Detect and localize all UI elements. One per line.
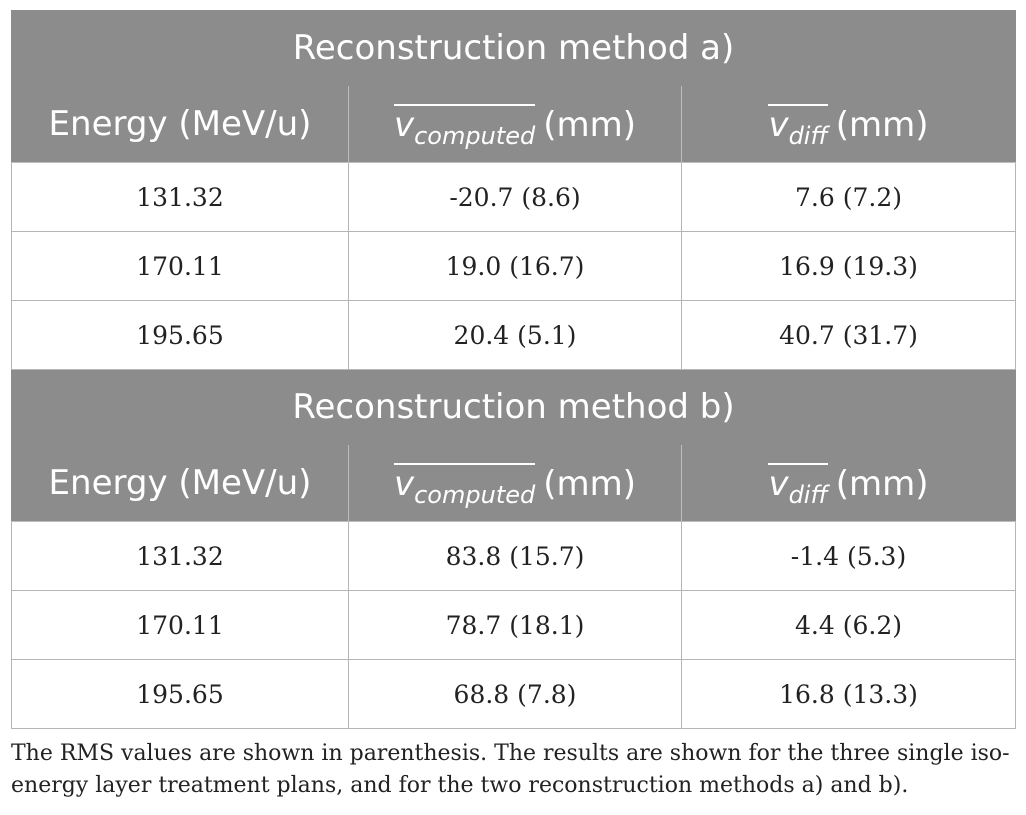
- table-row: 131.32 83.8 (15.7) -1.4 (5.3): [11, 521, 1017, 591]
- results-table: Reconstruction method a) Energy (MeV/u) …: [10, 10, 1017, 729]
- v-computed-cell: -20.7 (8.6): [348, 162, 682, 232]
- energy-cell: 170.11: [11, 590, 349, 660]
- v-diff-symbol: vdiff: [768, 103, 828, 150]
- v-diff-cell: -1.4 (5.3): [680, 521, 1017, 591]
- table-row: 195.65 20.4 (5.1) 40.7 (31.7): [11, 300, 1017, 370]
- table-row: 195.65 68.8 (7.8) 16.8 (13.3): [11, 659, 1017, 729]
- energy-cell: 131.32: [11, 162, 349, 232]
- v-diff-cell: 16.8 (13.3): [680, 659, 1017, 729]
- v-diff-cell: 16.9 (19.3): [680, 231, 1017, 301]
- v-diff-cell: 4.4 (6.2): [680, 590, 1017, 660]
- v-diff-cell: 7.6 (7.2): [680, 162, 1017, 232]
- v-computed-cell: 78.7 (18.1): [348, 590, 682, 660]
- v-computed-cell: 83.8 (15.7): [348, 521, 682, 591]
- v-computed-cell: 19.0 (16.7): [348, 231, 682, 301]
- v-diff-column-header: vdiff (mm): [680, 444, 1017, 522]
- v-computed-symbol: vcomputed: [393, 462, 536, 509]
- table-row: 131.32 -20.7 (8.6) 7.6 (7.2): [11, 162, 1017, 232]
- section-b-title-row: Reconstruction method b): [10, 369, 1017, 445]
- energy-cell: 195.65: [11, 659, 349, 729]
- v-computed-column-header: vcomputed (mm): [348, 444, 682, 522]
- energy-cell: 131.32: [11, 521, 349, 591]
- table-row: 170.11 19.0 (16.7) 16.9 (19.3): [11, 231, 1017, 301]
- energy-column-header: Energy (MeV/u): [11, 444, 349, 522]
- v-computed-symbol: vcomputed: [393, 103, 536, 150]
- v-diff-symbol: vdiff: [768, 462, 828, 509]
- section-a-header-row: Energy (MeV/u) vcomputed (mm) vdiff (mm): [11, 85, 1017, 163]
- v-computed-cell: 20.4 (5.1): [348, 300, 682, 370]
- energy-cell: 170.11: [11, 231, 349, 301]
- section-b-title: Reconstruction method b): [10, 369, 1017, 445]
- v-computed-cell: 68.8 (7.8): [348, 659, 682, 729]
- energy-column-header: Energy (MeV/u): [11, 85, 349, 163]
- section-a-title: Reconstruction method a): [10, 10, 1017, 86]
- section-a-title-row: Reconstruction method a): [10, 10, 1017, 86]
- table-caption: The RMS values are shown in parenthesis.…: [11, 741, 1010, 798]
- section-b-header-row: Energy (MeV/u) vcomputed (mm) vdiff (mm): [11, 444, 1017, 522]
- v-computed-column-header: vcomputed (mm): [348, 85, 682, 163]
- energy-cell: 195.65: [11, 300, 349, 370]
- results-table-container: Reconstruction method a) Energy (MeV/u) …: [10, 10, 1017, 729]
- v-diff-column-header: vdiff (mm): [680, 85, 1017, 163]
- v-diff-cell: 40.7 (31.7): [680, 300, 1017, 370]
- table-row: 170.11 78.7 (18.1) 4.4 (6.2): [11, 590, 1017, 660]
